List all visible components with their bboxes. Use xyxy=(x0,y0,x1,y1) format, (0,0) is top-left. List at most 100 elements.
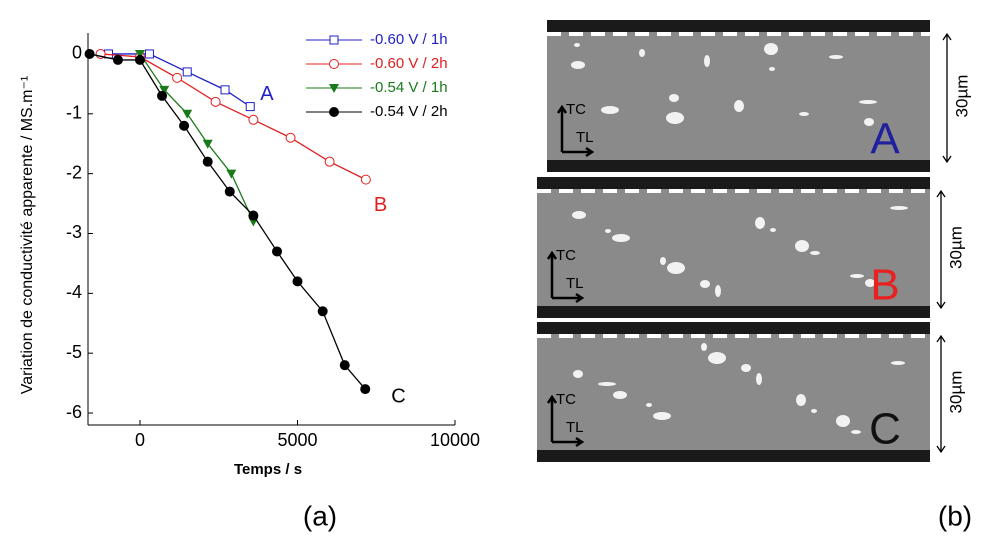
particle xyxy=(571,61,585,69)
data-point xyxy=(285,132,296,143)
data-point xyxy=(202,139,213,149)
particle xyxy=(612,234,630,242)
data-point xyxy=(339,360,350,371)
particle xyxy=(574,43,580,47)
particle xyxy=(890,206,908,210)
particle xyxy=(891,361,905,365)
legend-label: -0.60 V / 1h xyxy=(370,31,448,48)
data-point xyxy=(179,120,190,131)
x-axis-label: Temps / s xyxy=(234,461,302,478)
legend-marker xyxy=(329,107,339,117)
particle xyxy=(741,364,751,372)
y-tick-label: -3 xyxy=(66,222,82,242)
data-point xyxy=(84,48,95,59)
data-point xyxy=(182,109,193,119)
legend-marker xyxy=(329,84,339,93)
particle xyxy=(770,228,776,232)
particle xyxy=(639,49,645,57)
particle xyxy=(667,262,685,274)
particle xyxy=(573,370,583,378)
data-point xyxy=(248,114,259,125)
particle xyxy=(859,100,877,104)
sample-letter: B xyxy=(870,261,899,310)
particle xyxy=(829,55,843,59)
particle xyxy=(605,229,611,233)
particle xyxy=(701,343,707,351)
y-tick-label: 0 xyxy=(72,43,82,63)
data-point xyxy=(159,85,170,95)
y-axis-label: Variation de conductivité apparente / MS… xyxy=(19,76,36,395)
series-line xyxy=(100,53,367,181)
y-tick-label: -4 xyxy=(66,282,82,302)
data-point xyxy=(210,96,221,107)
legend-marker xyxy=(329,35,339,45)
sample-letter: C xyxy=(869,405,901,454)
particle xyxy=(756,373,762,385)
particle xyxy=(572,211,586,219)
particle xyxy=(653,412,671,420)
series-annotation: B xyxy=(374,194,387,216)
panel-label: (b) xyxy=(938,500,972,531)
micrograph-matrix xyxy=(537,334,930,450)
particle xyxy=(850,274,864,278)
particle xyxy=(598,382,616,386)
data-point xyxy=(272,246,283,257)
series-line xyxy=(89,53,366,390)
series-annotation: C xyxy=(391,385,405,407)
micrograph-matrix xyxy=(537,189,930,306)
particle xyxy=(799,112,809,116)
particle xyxy=(795,240,809,252)
data-point xyxy=(157,90,168,101)
particle xyxy=(708,352,726,364)
legend-label: -0.54 V / 1h xyxy=(370,79,448,96)
particle xyxy=(646,403,652,407)
axis-tl: TL xyxy=(566,275,584,292)
scale-label: 30µm xyxy=(946,226,965,269)
x-tick-label: 5000 xyxy=(277,430,317,450)
particle xyxy=(769,67,775,71)
scale-label: 30µm xyxy=(952,75,971,118)
data-point xyxy=(226,169,237,179)
particle xyxy=(669,94,679,102)
data-point xyxy=(134,54,145,65)
x-tick-label: 10000 xyxy=(430,430,480,450)
sample-letter: A xyxy=(870,115,900,164)
axis-tl: TL xyxy=(576,129,594,146)
y-tick-label: -1 xyxy=(66,103,82,123)
scale-label: 30µm xyxy=(946,371,965,414)
scale-bar xyxy=(936,334,946,454)
particle xyxy=(601,106,619,114)
particle xyxy=(810,251,820,255)
data-point xyxy=(360,174,371,185)
particle xyxy=(704,55,710,67)
particle xyxy=(796,394,806,406)
axis-tc: TC xyxy=(556,247,576,264)
data-point xyxy=(112,54,123,65)
particle xyxy=(715,285,721,297)
orientation-axes xyxy=(546,394,585,448)
data-point xyxy=(220,85,230,95)
series-annotation: A xyxy=(260,83,274,105)
axis-tc: TC xyxy=(566,101,586,118)
legend-marker xyxy=(329,59,339,69)
particle xyxy=(836,415,850,427)
orientation-axes xyxy=(546,250,585,304)
series-line xyxy=(139,53,254,222)
axis-tc: TC xyxy=(556,391,576,408)
micrograph-matrix xyxy=(547,32,930,160)
particle xyxy=(865,279,875,287)
orientation-axes xyxy=(556,104,595,158)
data-point xyxy=(144,49,154,59)
data-point xyxy=(292,276,303,287)
particle xyxy=(666,112,684,124)
axis-tl: TL xyxy=(566,419,584,436)
data-point xyxy=(134,49,145,59)
legend-label: -0.54 V / 2h xyxy=(370,103,448,120)
data-point xyxy=(224,186,235,197)
particle xyxy=(864,118,874,126)
particle xyxy=(660,257,666,265)
particle xyxy=(755,217,765,229)
data-point xyxy=(245,102,255,112)
particle xyxy=(734,100,744,112)
